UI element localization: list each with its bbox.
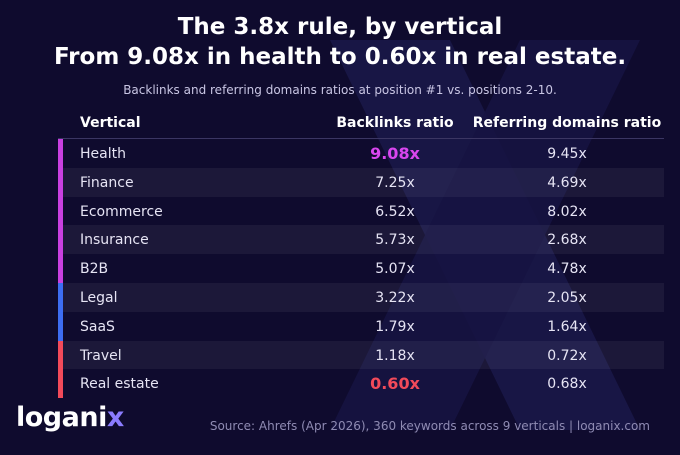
- cell-backlinks-ratio: 7.25x: [375, 174, 415, 191]
- loganix-logo: loganix: [16, 402, 124, 433]
- cell-backlinks-ratio: 5.07x: [375, 261, 415, 278]
- cell-vertical: B2B: [80, 261, 109, 278]
- table-row: Health 9.08x 9.45x: [58, 139, 664, 168]
- cell-backlinks-ratio: 3.22x: [375, 289, 415, 306]
- cell-refdomains-ratio: 1.64x: [547, 318, 587, 335]
- cell-refdomains-ratio: 4.78x: [547, 261, 587, 278]
- group-color-bar: [58, 282, 63, 312]
- cell-refdomains-ratio: 4.69x: [547, 174, 587, 191]
- cell-vertical: Legal: [80, 289, 118, 306]
- title-line-2: From 9.08x in health to 0.60x in real es…: [53, 44, 627, 70]
- cell-refdomains-ratio: 2.68x: [547, 232, 587, 249]
- cell-refdomains-ratio: 9.45x: [547, 146, 587, 162]
- header-vertical: Vertical: [80, 115, 141, 131]
- group-color-bar: [58, 311, 63, 341]
- group-color-bar: [58, 369, 63, 399]
- ratio-table: Vertical Backlinks ratio Referring domai…: [58, 108, 664, 399]
- table-row: B2B 5.07x 4.78x: [58, 254, 664, 283]
- group-color-bar: [58, 254, 63, 283]
- cell-backlinks-ratio: 6.52x: [375, 203, 415, 220]
- cell-backlinks-ratio: 1.18x: [375, 347, 415, 364]
- group-color-bar: [58, 225, 63, 255]
- header-backlinks: Backlinks ratio: [336, 115, 454, 131]
- table-row: Insurance 5.73x 2.68x: [58, 225, 664, 255]
- cell-backlinks-ratio: 0.60x: [370, 374, 420, 394]
- cell-vertical: Travel: [80, 347, 122, 364]
- cell-vertical: Finance: [80, 174, 134, 191]
- table-body: Health 9.08x 9.45x Finance 7.25x 4.69x Ecommer…: [58, 139, 664, 399]
- cell-refdomains-ratio: 0.72x: [547, 347, 587, 364]
- logo-text: logani: [16, 402, 107, 433]
- cell-refdomains-ratio: 0.68x: [547, 376, 587, 393]
- header-refdomains: Referring domains ratio: [472, 115, 662, 131]
- chart-subtitle: Backlinks and referring domains ratios a…: [123, 83, 557, 97]
- cell-refdomains-ratio: 2.05x: [547, 289, 587, 306]
- cell-vertical: Real estate: [80, 376, 159, 393]
- table-row: Legal 3.22x 2.05x: [58, 282, 664, 312]
- table-header: Vertical Backlinks ratio Referring domai…: [58, 108, 664, 139]
- group-color-bar: [58, 340, 63, 370]
- cell-vertical: Ecommerce: [80, 203, 163, 220]
- logo-accent: x: [106, 402, 124, 433]
- chart-title: The 3.8x rule, by vertical From 9.08x in…: [0, 12, 680, 72]
- cell-vertical: Health: [80, 146, 126, 162]
- table-row: SaaS 1.79x 1.64x: [58, 311, 664, 341]
- cell-backlinks-ratio: 9.08x: [370, 144, 420, 163]
- group-color-bar: [58, 196, 63, 226]
- group-color-bar: [58, 139, 63, 168]
- table-row: Ecommerce 6.52x 8.02x: [58, 196, 664, 226]
- title-line-1: The 3.8x rule, by vertical: [177, 14, 503, 40]
- group-color-bar: [58, 167, 63, 197]
- cell-vertical: Insurance: [80, 232, 149, 249]
- table-row: Finance 7.25x 4.69x: [58, 167, 664, 197]
- cell-vertical: SaaS: [80, 318, 115, 335]
- cell-backlinks-ratio: 1.79x: [375, 318, 415, 335]
- table-row: Real estate 0.60x 0.68x: [58, 369, 664, 399]
- cell-refdomains-ratio: 8.02x: [547, 203, 587, 220]
- source-note: Source: Ahrefs (Apr 2026), 360 keywords …: [209, 419, 650, 433]
- cell-backlinks-ratio: 5.73x: [375, 232, 415, 249]
- table-row: Travel 1.18x 0.72x: [58, 340, 664, 370]
